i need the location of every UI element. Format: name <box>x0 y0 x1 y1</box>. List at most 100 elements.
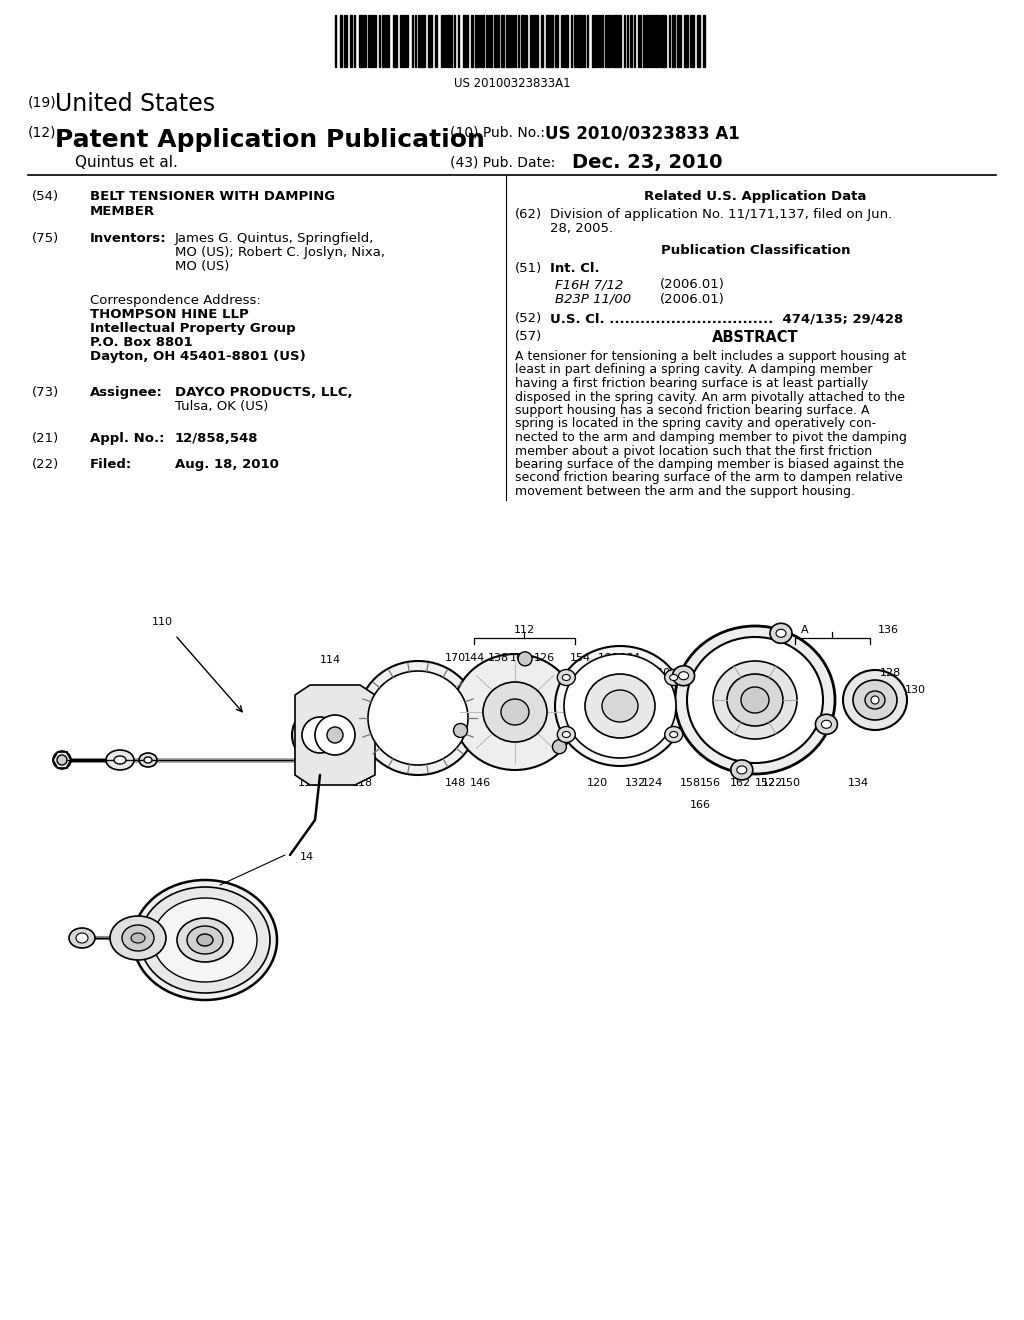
Text: MO (US): MO (US) <box>175 260 229 273</box>
Ellipse shape <box>153 898 257 982</box>
Bar <box>475 15 478 67</box>
Ellipse shape <box>552 739 566 754</box>
Text: (19): (19) <box>28 96 56 110</box>
Bar <box>646 15 648 67</box>
Text: A tensioner for tensioning a belt includes a support housing at: A tensioner for tensioning a belt includ… <box>515 350 906 363</box>
Text: Assignee:: Assignee: <box>90 385 163 399</box>
Ellipse shape <box>713 661 797 739</box>
Text: disposed in the spring cavity. An arm pivotally attached to the: disposed in the spring cavity. An arm pi… <box>515 391 905 404</box>
Text: (2006.01): (2006.01) <box>660 293 725 306</box>
Bar <box>521 15 525 67</box>
Text: 164: 164 <box>620 653 641 663</box>
Bar <box>471 15 473 67</box>
Bar <box>697 15 700 67</box>
Text: 152: 152 <box>755 777 775 788</box>
Text: second friction bearing surface of the arm to dampen relative: second friction bearing surface of the a… <box>515 471 903 484</box>
Bar <box>592 15 596 67</box>
Text: Aug. 18, 2010: Aug. 18, 2010 <box>175 458 279 471</box>
Ellipse shape <box>453 653 577 770</box>
Bar <box>583 15 585 67</box>
Text: 150: 150 <box>779 777 801 788</box>
Bar <box>618 15 621 67</box>
Bar <box>684 15 688 67</box>
Bar <box>672 15 675 67</box>
Ellipse shape <box>501 700 529 725</box>
Ellipse shape <box>770 623 792 643</box>
Text: Intellectual Property Group: Intellectual Property Group <box>90 322 296 335</box>
Ellipse shape <box>562 731 570 738</box>
Ellipse shape <box>731 760 753 780</box>
Text: A: A <box>801 624 809 635</box>
Bar <box>494 15 497 67</box>
Ellipse shape <box>483 682 547 742</box>
Text: 128: 128 <box>880 668 901 678</box>
Ellipse shape <box>602 690 638 722</box>
Text: Dayton, OH 45401-8801 (US): Dayton, OH 45401-8801 (US) <box>90 350 306 363</box>
Text: Correspondence Address:: Correspondence Address: <box>90 294 261 308</box>
Ellipse shape <box>57 755 67 766</box>
Text: Division of application No. 11/171,137, filed on Jun.: Division of application No. 11/171,137, … <box>550 209 892 220</box>
Text: 132: 132 <box>625 777 645 788</box>
Text: (57): (57) <box>515 330 543 343</box>
Text: Dec. 23, 2010: Dec. 23, 2010 <box>572 153 723 172</box>
Ellipse shape <box>673 665 694 685</box>
Ellipse shape <box>110 916 166 960</box>
Text: 116: 116 <box>298 777 318 788</box>
Bar <box>677 15 679 67</box>
Text: 136: 136 <box>878 624 899 635</box>
Text: 142: 142 <box>610 688 632 698</box>
Text: Publication Classification: Publication Classification <box>660 244 850 257</box>
Text: Filed:: Filed: <box>90 458 132 471</box>
Bar <box>614 15 618 67</box>
Ellipse shape <box>665 669 683 685</box>
Text: 160: 160 <box>597 653 618 663</box>
Text: U.S. Cl. ................................  474/135; 29/428: U.S. Cl. ...............................… <box>550 312 903 325</box>
Ellipse shape <box>140 887 270 993</box>
Ellipse shape <box>144 756 152 763</box>
Bar <box>385 15 387 67</box>
Text: United States: United States <box>55 92 215 116</box>
Text: 166: 166 <box>689 800 711 810</box>
Ellipse shape <box>53 751 71 770</box>
Text: (43) Pub. Date:: (43) Pub. Date: <box>450 154 555 169</box>
Text: Int. Cl.: Int. Cl. <box>550 261 600 275</box>
Text: movement between the arm and the support housing.: movement between the arm and the support… <box>515 484 855 498</box>
Ellipse shape <box>741 686 769 713</box>
Ellipse shape <box>670 731 678 738</box>
Ellipse shape <box>131 933 145 942</box>
Bar <box>435 15 437 67</box>
Ellipse shape <box>197 935 213 946</box>
Text: P.O. Box 8801: P.O. Box 8801 <box>90 337 193 348</box>
Text: 124: 124 <box>641 777 663 788</box>
Text: BELT TENSIONER WITH DAMPING: BELT TENSIONER WITH DAMPING <box>90 190 335 203</box>
Bar <box>655 15 659 67</box>
Text: 130: 130 <box>905 685 926 696</box>
Text: F16H 7/12: F16H 7/12 <box>555 279 624 290</box>
Bar <box>662 15 666 67</box>
Text: 118: 118 <box>351 777 373 788</box>
Text: 110: 110 <box>152 616 173 627</box>
Bar <box>463 15 466 67</box>
Text: 126: 126 <box>534 653 555 663</box>
Ellipse shape <box>865 690 885 709</box>
Text: (12): (12) <box>28 125 56 139</box>
Ellipse shape <box>454 723 468 738</box>
Bar <box>534 15 538 67</box>
Bar <box>350 15 352 67</box>
Ellipse shape <box>133 880 278 1001</box>
Ellipse shape <box>585 675 655 738</box>
Bar <box>692 15 694 67</box>
Bar <box>490 15 492 67</box>
Ellipse shape <box>106 750 134 770</box>
Text: US 2010/0323833 A1: US 2010/0323833 A1 <box>545 125 739 143</box>
Text: (62): (62) <box>515 209 542 220</box>
Bar <box>578 15 582 67</box>
Text: James G. Quintus, Springfield,: James G. Quintus, Springfield, <box>175 232 375 246</box>
Bar <box>421 15 425 67</box>
Bar <box>370 15 372 67</box>
Bar <box>428 15 432 67</box>
Bar <box>501 15 504 67</box>
Text: spring is located in the spring cavity and operatively con-: spring is located in the spring cavity a… <box>515 417 877 430</box>
Text: 162: 162 <box>729 777 751 788</box>
Ellipse shape <box>737 766 746 774</box>
